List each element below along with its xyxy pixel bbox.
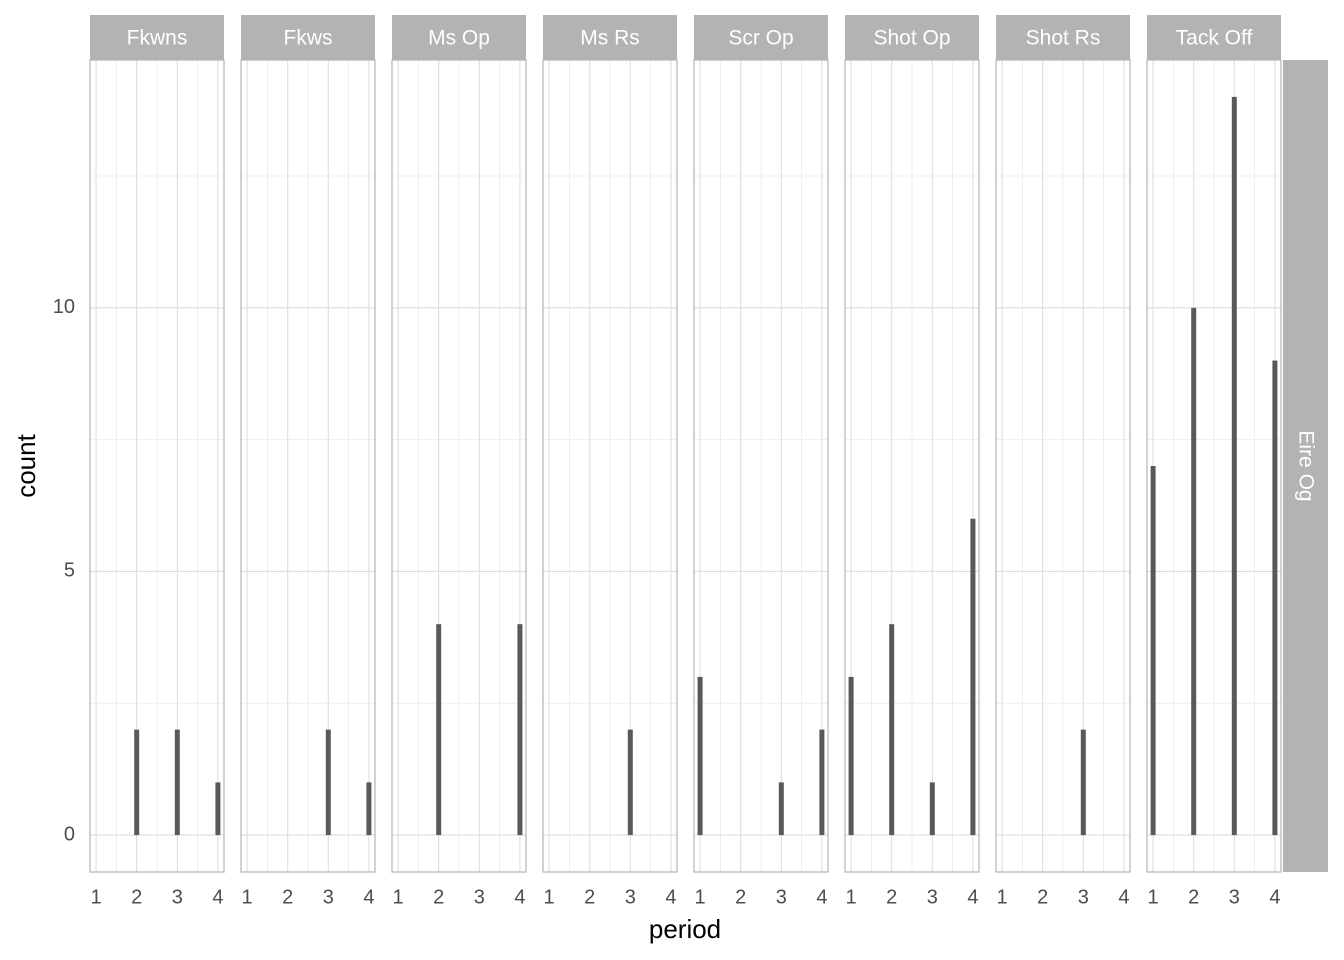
bar [970, 518, 976, 836]
bar [848, 676, 854, 836]
bar [697, 676, 703, 836]
bar [1231, 96, 1237, 836]
x-axis-title: period [649, 914, 721, 944]
strip-label: Scr Op [728, 27, 793, 50]
strip-label: Tack Off [1176, 27, 1253, 50]
strip-label: Fkwns [127, 27, 188, 50]
strip-label: Ms Rs [580, 27, 640, 50]
x-tick-label: 2 [1037, 886, 1048, 908]
bar [819, 729, 825, 836]
strip-label: Shot Op [873, 27, 950, 50]
x-tick-label: 4 [1118, 886, 1129, 908]
x-tick-label: 4 [665, 886, 676, 908]
panel-border [89, 59, 225, 873]
bar [215, 782, 221, 836]
x-tick-label: 1 [695, 886, 706, 908]
y-tick-label: 0 [64, 823, 75, 845]
strip-label: Shot Rs [1026, 27, 1101, 50]
strip-label: Fkws [284, 27, 333, 50]
bar [1191, 307, 1197, 836]
bar [1150, 466, 1156, 836]
x-tick-label: 2 [433, 886, 444, 908]
x-tick-label: 2 [1188, 886, 1199, 908]
x-tick-label: 3 [474, 886, 485, 908]
x-tick-label: 4 [212, 886, 223, 908]
x-tick-label: 1 [846, 886, 857, 908]
x-tick-label: 2 [886, 886, 897, 908]
x-tick-label: 1 [1148, 886, 1159, 908]
strip [392, 15, 526, 60]
bar [517, 624, 523, 836]
x-tick-label: 2 [131, 886, 142, 908]
panel-border [995, 59, 1131, 873]
bar [325, 729, 331, 836]
panel-border [844, 59, 980, 873]
x-tick-label: 4 [1269, 886, 1280, 908]
panel-border [240, 59, 376, 873]
panel-border [542, 59, 678, 873]
x-tick-label: 2 [735, 886, 746, 908]
y-axis-title: count [11, 433, 41, 497]
row-strip-label: Eire Og [1294, 430, 1317, 501]
x-tick-label: 3 [172, 886, 183, 908]
x-tick-label: 1 [997, 886, 1008, 908]
bar [174, 729, 180, 836]
strip-label: Ms Op [428, 27, 490, 50]
row-strip [1283, 60, 1328, 872]
x-tick-label: 1 [393, 886, 404, 908]
strip [845, 15, 979, 60]
panel-border [693, 59, 829, 873]
x-tick-label: 4 [363, 886, 374, 908]
x-tick-label: 4 [816, 886, 827, 908]
strip [241, 15, 375, 60]
strip [694, 15, 828, 60]
bar [778, 782, 784, 836]
bar [1080, 729, 1086, 836]
x-tick-label: 3 [927, 886, 938, 908]
bar [1272, 360, 1278, 836]
panel-border [1146, 59, 1282, 873]
panel-border [391, 59, 527, 873]
x-tick-label: 1 [544, 886, 555, 908]
x-tick-label: 4 [967, 886, 978, 908]
bar [889, 624, 895, 836]
bar [366, 782, 372, 836]
x-tick-label: 4 [514, 886, 525, 908]
y-tick-label: 5 [64, 560, 75, 582]
strip [543, 15, 677, 60]
bar [436, 624, 442, 836]
x-tick-label: 1 [91, 886, 102, 908]
bar [134, 729, 140, 836]
y-tick-label: 10 [53, 296, 75, 318]
x-tick-label: 3 [625, 886, 636, 908]
strip [90, 15, 224, 60]
x-tick-label: 3 [1078, 886, 1089, 908]
x-tick-label: 3 [1229, 886, 1240, 908]
strip [996, 15, 1130, 60]
x-tick-label: 1 [242, 886, 253, 908]
bar [929, 782, 935, 836]
x-tick-label: 2 [282, 886, 293, 908]
x-tick-label: 3 [323, 886, 334, 908]
x-tick-label: 2 [584, 886, 595, 908]
bar [627, 729, 633, 836]
strip [1147, 15, 1281, 60]
x-tick-label: 3 [776, 886, 787, 908]
